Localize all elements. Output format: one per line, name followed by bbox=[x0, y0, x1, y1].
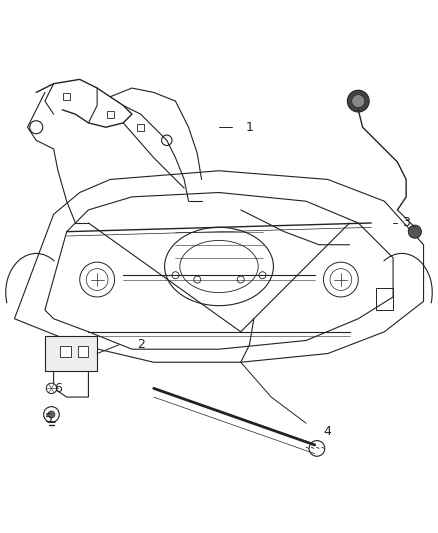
Text: 3: 3 bbox=[402, 216, 410, 230]
Circle shape bbox=[352, 94, 365, 108]
Circle shape bbox=[259, 272, 266, 279]
Circle shape bbox=[46, 383, 57, 393]
Text: 2: 2 bbox=[137, 338, 145, 351]
Bar bbox=[45, 336, 97, 371]
Text: 5: 5 bbox=[45, 413, 53, 425]
Circle shape bbox=[48, 411, 55, 418]
Text: 4: 4 bbox=[324, 425, 332, 438]
Circle shape bbox=[172, 272, 179, 279]
Circle shape bbox=[162, 135, 172, 146]
Text: 6: 6 bbox=[54, 382, 62, 395]
Bar bbox=[137, 124, 144, 131]
Circle shape bbox=[408, 225, 421, 238]
Text: 1: 1 bbox=[246, 121, 254, 134]
Circle shape bbox=[347, 90, 369, 112]
Bar bbox=[107, 111, 114, 118]
Bar bbox=[60, 346, 71, 357]
Circle shape bbox=[309, 441, 325, 456]
Circle shape bbox=[44, 407, 59, 422]
Circle shape bbox=[237, 276, 244, 283]
Bar bbox=[78, 346, 88, 357]
Bar bbox=[63, 93, 70, 100]
Circle shape bbox=[194, 276, 201, 283]
Circle shape bbox=[30, 120, 43, 134]
